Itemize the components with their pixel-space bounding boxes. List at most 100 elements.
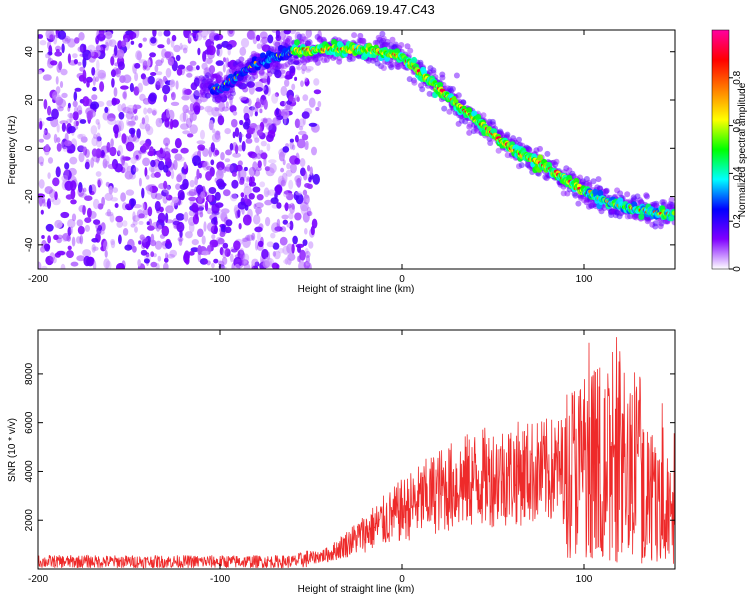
heatmap-cell [305, 65, 314, 72]
heatmap-cell [285, 169, 293, 177]
heatmap-cell [227, 48, 231, 56]
heatmap-cell [300, 204, 308, 216]
heatmap-cell [294, 134, 299, 143]
heatmap-cell [272, 116, 282, 126]
heatmap-cell [175, 80, 179, 90]
heatmap-cell [239, 95, 247, 101]
heatmap-cell [237, 209, 241, 218]
heatmap-cell [177, 172, 187, 181]
heatmap-cell [302, 212, 310, 223]
heatmap-cell [271, 93, 279, 104]
heatmap-cell [624, 191, 631, 198]
heatmap-cell [466, 107, 473, 114]
heatmap-cell [165, 194, 173, 201]
heatmap-cell [173, 159, 178, 171]
heatmap-cell [214, 225, 218, 235]
heatmap-cell [280, 226, 287, 233]
heatmap-cell [289, 202, 295, 214]
heatmap-cell [294, 212, 302, 221]
heatmap-cell [287, 253, 296, 261]
heatmap-cell [142, 60, 148, 70]
heatmap-cell [141, 238, 151, 249]
heatmap-cell [544, 150, 551, 157]
heatmap-cell [252, 186, 261, 193]
heatmap-cell [110, 238, 115, 246]
snr-x-axis-label: Height of straight line (km) [298, 584, 415, 595]
heatmap-cell [147, 225, 155, 231]
heatmap-cell [246, 235, 250, 242]
heatmap-cell [116, 220, 123, 228]
heatmap-cell [252, 30, 257, 34]
heatmap-cell [175, 213, 185, 221]
heatmap-cell [238, 168, 247, 180]
heatmap-cell [159, 234, 166, 239]
heatmap-cell [188, 32, 193, 42]
heatmap-cell [191, 202, 199, 213]
heatmap-cell [237, 144, 243, 152]
heatmap-cell [298, 118, 305, 128]
colorbar-ticks: 0 0.2 0.4 0.6 0.8 [729, 70, 743, 272]
snr-frame [37, 329, 676, 570]
heatmap-cell [106, 100, 113, 107]
heatmap-cell [256, 208, 260, 216]
heatmap-cell [264, 260, 273, 268]
heatmap-cell [77, 46, 85, 53]
heatmap-cell [234, 258, 244, 269]
heatmap-cell [97, 203, 104, 210]
heatmap-cell [187, 36, 192, 44]
heatmap-cell [245, 133, 252, 139]
heatmap-cell [230, 193, 238, 202]
heatmap-cell [154, 200, 161, 212]
y-tick-label: 0 [24, 145, 35, 151]
heatmap-cell [263, 84, 269, 95]
x-tick-label: -200 [28, 574, 48, 585]
heatmap-cell [61, 174, 69, 182]
heatmap-cell [77, 186, 85, 197]
heatmap-cell [100, 149, 105, 157]
heatmap-cell [595, 176, 602, 183]
heatmap-cell [229, 87, 236, 94]
heatmap-cell [38, 193, 45, 199]
heatmap-cell [76, 255, 86, 262]
heatmap-cell [251, 153, 258, 160]
heatmap-cell [163, 94, 168, 103]
heatmap-cell [82, 69, 87, 81]
heatmap-cell [59, 120, 68, 125]
heatmap-cell [189, 60, 197, 66]
heatmap-cell [256, 43, 262, 50]
heatmap-cell [127, 120, 136, 126]
heatmap-cell [240, 96, 250, 104]
heatmap-cell [109, 213, 115, 223]
heatmap-cell [39, 40, 47, 46]
heatmap-cell [259, 108, 263, 114]
heatmap-cell [205, 171, 213, 181]
heatmap-cell [52, 177, 60, 187]
heatmap-cell [199, 258, 208, 265]
heatmap-cell [182, 130, 191, 135]
heatmap-cell [83, 146, 88, 156]
heatmap-cell [164, 257, 169, 263]
heatmap-cell [56, 250, 66, 256]
heatmap-cell [271, 123, 277, 133]
heatmap-cell [411, 79, 418, 86]
heatmap-cell [60, 211, 70, 219]
heatmap-cell [103, 258, 110, 269]
heatmap-cell [146, 221, 150, 226]
heatmap-cell [291, 83, 296, 91]
heatmap-cell [188, 189, 197, 197]
heatmap-cell [242, 214, 252, 226]
heatmap-cell [668, 196, 675, 203]
heatmap-cell [64, 162, 70, 170]
heatmap-cell [90, 50, 95, 57]
heatmap-cell [575, 200, 582, 207]
heatmap-cell [53, 34, 58, 45]
heatmap-cell [302, 94, 309, 102]
heatmap-cell [204, 57, 213, 64]
heatmap-cell [56, 137, 61, 143]
heatmap-cell [121, 40, 127, 48]
heatmap-cell [189, 113, 194, 123]
heatmap-cell [55, 96, 64, 106]
heatmap-cell [142, 76, 150, 87]
heatmap-cell [43, 99, 48, 110]
